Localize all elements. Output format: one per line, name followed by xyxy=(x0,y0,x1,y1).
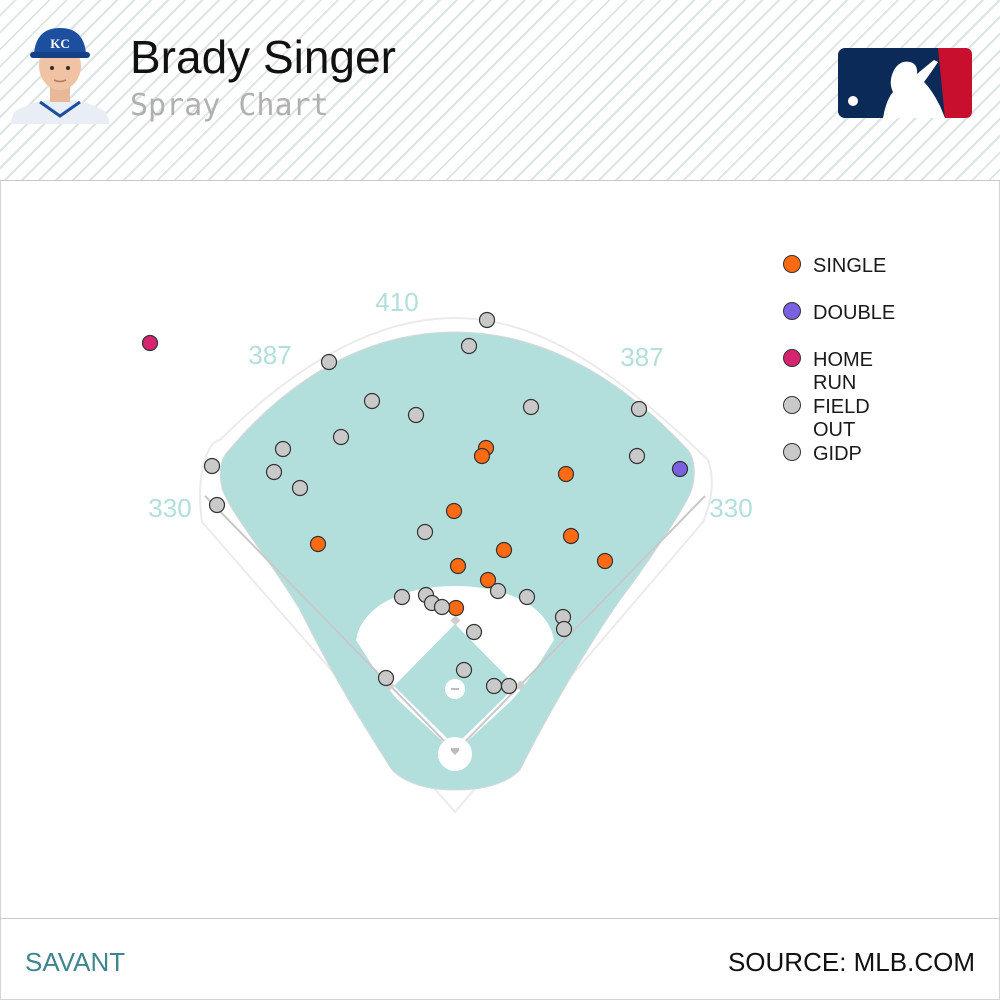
chart-header: KC Brady Singer Spray Chart xyxy=(0,0,1000,181)
legend-label: FIELD OUT xyxy=(813,396,870,441)
field-out-point xyxy=(265,463,283,481)
chart-subtitle: Spray Chart xyxy=(130,88,329,123)
field-out-point xyxy=(555,620,573,638)
mlb-logo-icon xyxy=(838,48,972,118)
field-out-marker-icon xyxy=(783,396,801,414)
distance-cf: 410 xyxy=(375,287,418,317)
field-out-point xyxy=(291,479,309,497)
field-out-point xyxy=(416,523,434,541)
field-out-point xyxy=(465,623,483,641)
single-point xyxy=(596,552,614,570)
pitchers-rubber xyxy=(451,688,459,690)
field-out-point xyxy=(274,440,292,458)
field-out-point xyxy=(208,496,226,514)
gidp-marker-icon xyxy=(783,443,801,461)
field-out-point xyxy=(433,598,451,616)
left-foul-line xyxy=(204,495,456,753)
first-base xyxy=(515,680,526,691)
home-run-point xyxy=(141,334,159,352)
right-foul-line xyxy=(454,495,706,753)
field-out-point xyxy=(455,661,473,679)
single-point xyxy=(495,541,513,559)
single-point xyxy=(557,465,575,483)
home-plate xyxy=(451,748,459,755)
home-run-marker-icon xyxy=(783,349,801,367)
field-out-point xyxy=(377,669,395,687)
single-point xyxy=(479,571,497,589)
single-point xyxy=(309,535,327,553)
field-out-point xyxy=(628,447,646,465)
second-base xyxy=(450,615,461,626)
svg-text:KC: KC xyxy=(50,36,70,51)
single-point xyxy=(447,599,465,617)
single-point xyxy=(449,557,467,575)
distance-labels: 330 387 410 387 330 xyxy=(148,287,752,523)
player-headshot-icon: KC xyxy=(10,28,110,124)
field-out-point xyxy=(500,677,518,695)
field-out-point xyxy=(630,400,648,418)
field-out-point xyxy=(203,457,221,475)
distance-lcf: 387 xyxy=(248,340,291,370)
single-point xyxy=(445,502,463,520)
outfield-wall xyxy=(199,316,713,814)
double-marker-icon xyxy=(783,302,801,320)
field-out-point xyxy=(478,311,496,329)
legend-label: GIDP xyxy=(813,443,862,465)
field-out-point xyxy=(407,406,425,424)
field-out-point xyxy=(518,588,536,606)
single-marker-icon xyxy=(783,255,801,273)
single-point xyxy=(562,527,580,545)
batted-ball-points xyxy=(141,311,689,695)
field-out-point xyxy=(320,353,338,371)
distance-rcf: 387 xyxy=(620,342,663,372)
distance-lf-line: 330 xyxy=(148,493,191,523)
source-label: SOURCE: MLB.COM xyxy=(727,947,975,977)
legend-label: SINGLE xyxy=(813,255,887,277)
field-out-point xyxy=(522,398,540,416)
double-point xyxy=(671,460,689,478)
chart-footer: SAVANT SOURCE: MLB.COM xyxy=(0,918,1000,999)
field-out-point xyxy=(489,582,507,600)
field-out-point xyxy=(485,677,503,695)
legend-label: HOME RUN xyxy=(813,349,873,394)
field-out-point xyxy=(363,392,381,410)
field-out-point xyxy=(460,337,478,355)
single-point xyxy=(473,447,491,465)
savant-label: SAVANT xyxy=(25,947,126,977)
player-name: Brady Singer xyxy=(130,31,396,83)
distance-rf-line: 330 xyxy=(709,493,752,523)
legend-label: DOUBLE xyxy=(813,302,896,324)
spray-chart: 330 387 410 387 330 xyxy=(141,287,753,814)
field-out-point xyxy=(393,588,411,606)
field-out-point xyxy=(332,428,350,446)
